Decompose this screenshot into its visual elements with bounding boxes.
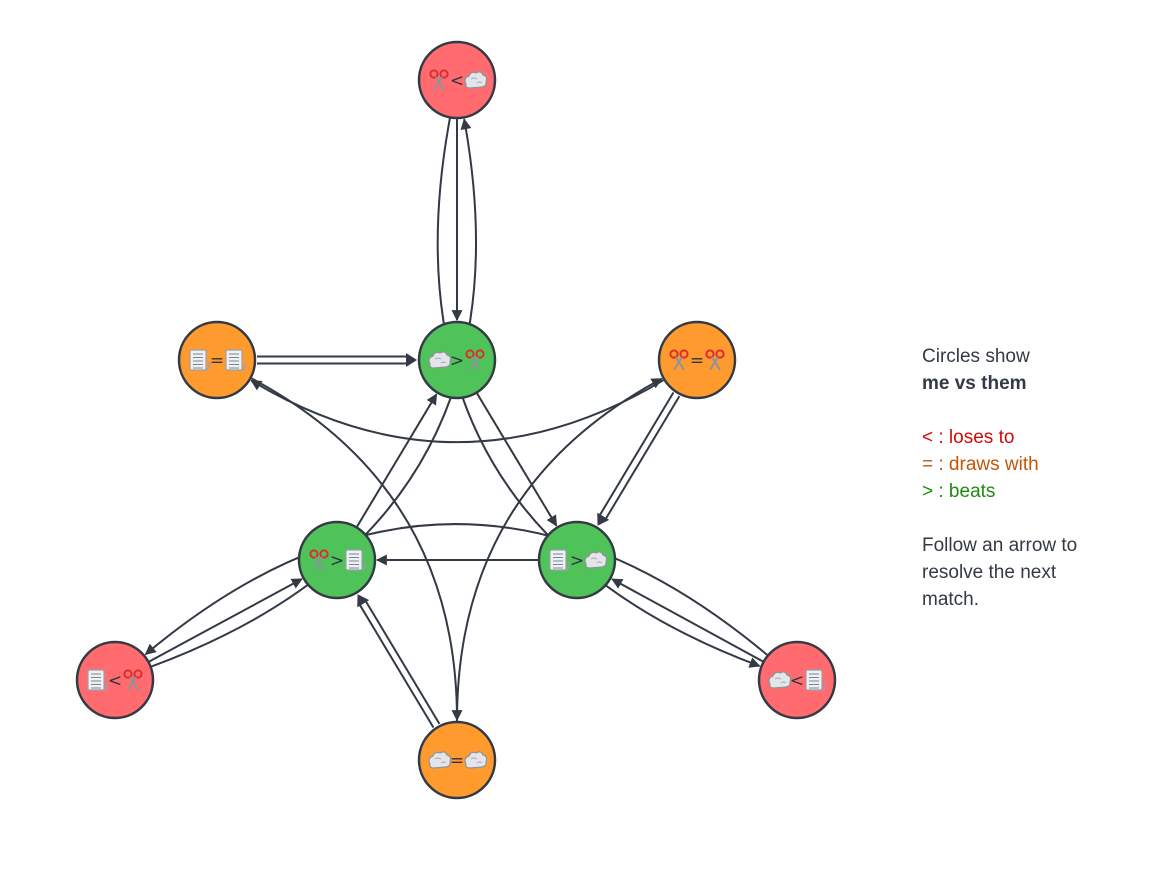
node-p_gt_r: > (537, 520, 617, 600)
legend-loses: < : loses to (922, 427, 1015, 448)
node-operator: < (450, 71, 464, 91)
legend-follow-1: Follow an arrow to (922, 535, 1078, 556)
node-p_lt_s: < (75, 640, 155, 720)
paper-icon (345, 549, 366, 571)
edge-s_gt_p-r_gt_s (356, 393, 438, 528)
legend-line-2: me vs them (922, 373, 1027, 394)
paper-icon (805, 669, 826, 691)
node-operator: > (450, 351, 464, 371)
edge-p_lt_s-s_gt_p (148, 578, 303, 663)
scissors-icon (123, 669, 143, 691)
node-r_lt_p: < (757, 640, 837, 720)
edge-s_lt_r-r_lt_p (436, 118, 761, 668)
scissors-icon (465, 349, 485, 371)
edge-r_lt_p-p_gt_r (611, 578, 764, 663)
edges-layer (144, 118, 768, 729)
edge-s_eq_s-p_eq_p (250, 379, 665, 444)
edge-r_lt_p-p_lt_s (144, 523, 768, 656)
legend-draws: = : draws with (922, 454, 1039, 475)
node-operator: = (690, 351, 704, 371)
legend-follow-3: match. (922, 589, 980, 610)
rock-icon (768, 671, 792, 689)
node-r_gt_s: > (417, 320, 497, 400)
scissors-icon (309, 549, 329, 571)
edge-p_lt_s-s_lt_r (151, 118, 477, 668)
edge-p_eq_p-r_eq_r (250, 377, 463, 722)
legend-spacer (922, 505, 1142, 532)
node-operator: > (330, 551, 344, 571)
paper-icon (549, 549, 570, 571)
edge-r_eq_r-s_eq_s (456, 377, 663, 722)
node-s_lt_r: < (417, 40, 497, 120)
paper-icon (87, 669, 108, 691)
scissors-icon (429, 69, 449, 91)
node-operator: < (108, 671, 122, 691)
paper-icon (225, 349, 246, 371)
legend-follow-2: resolve the next (922, 562, 1057, 583)
paper-icon (189, 349, 210, 371)
edge-p_eq_p-r_gt_s (257, 353, 417, 367)
node-operator: = (450, 751, 464, 771)
rock-icon (428, 351, 452, 369)
rock-icon (464, 71, 488, 89)
nodes-layer: < = > = > > < < = (75, 40, 837, 800)
edge-r_gt_s-p_gt_r (476, 392, 558, 527)
legend-spacer (922, 397, 1142, 424)
node-r_eq_r: = (417, 720, 497, 800)
legend-line-1: Circles show (922, 346, 1030, 367)
edge-s_eq_s-p_gt_r (597, 391, 681, 526)
node-operator: < (790, 671, 804, 691)
rock-icon (428, 751, 452, 769)
edge-r_eq_r-s_gt_p (357, 594, 441, 729)
node-s_gt_p: > (297, 520, 377, 600)
node-operator: > (570, 551, 584, 571)
rock-icon (464, 751, 488, 769)
node-operator: = (210, 351, 224, 371)
node-s_eq_s: = (657, 320, 737, 400)
legend-beats: > : beats (922, 481, 996, 502)
node-p_eq_p: = (177, 320, 257, 400)
rock-icon (584, 551, 608, 569)
scissors-icon (705, 349, 725, 371)
scissors-icon (669, 349, 689, 371)
legend: Circles show me vs them < : loses to = :… (922, 343, 1142, 613)
